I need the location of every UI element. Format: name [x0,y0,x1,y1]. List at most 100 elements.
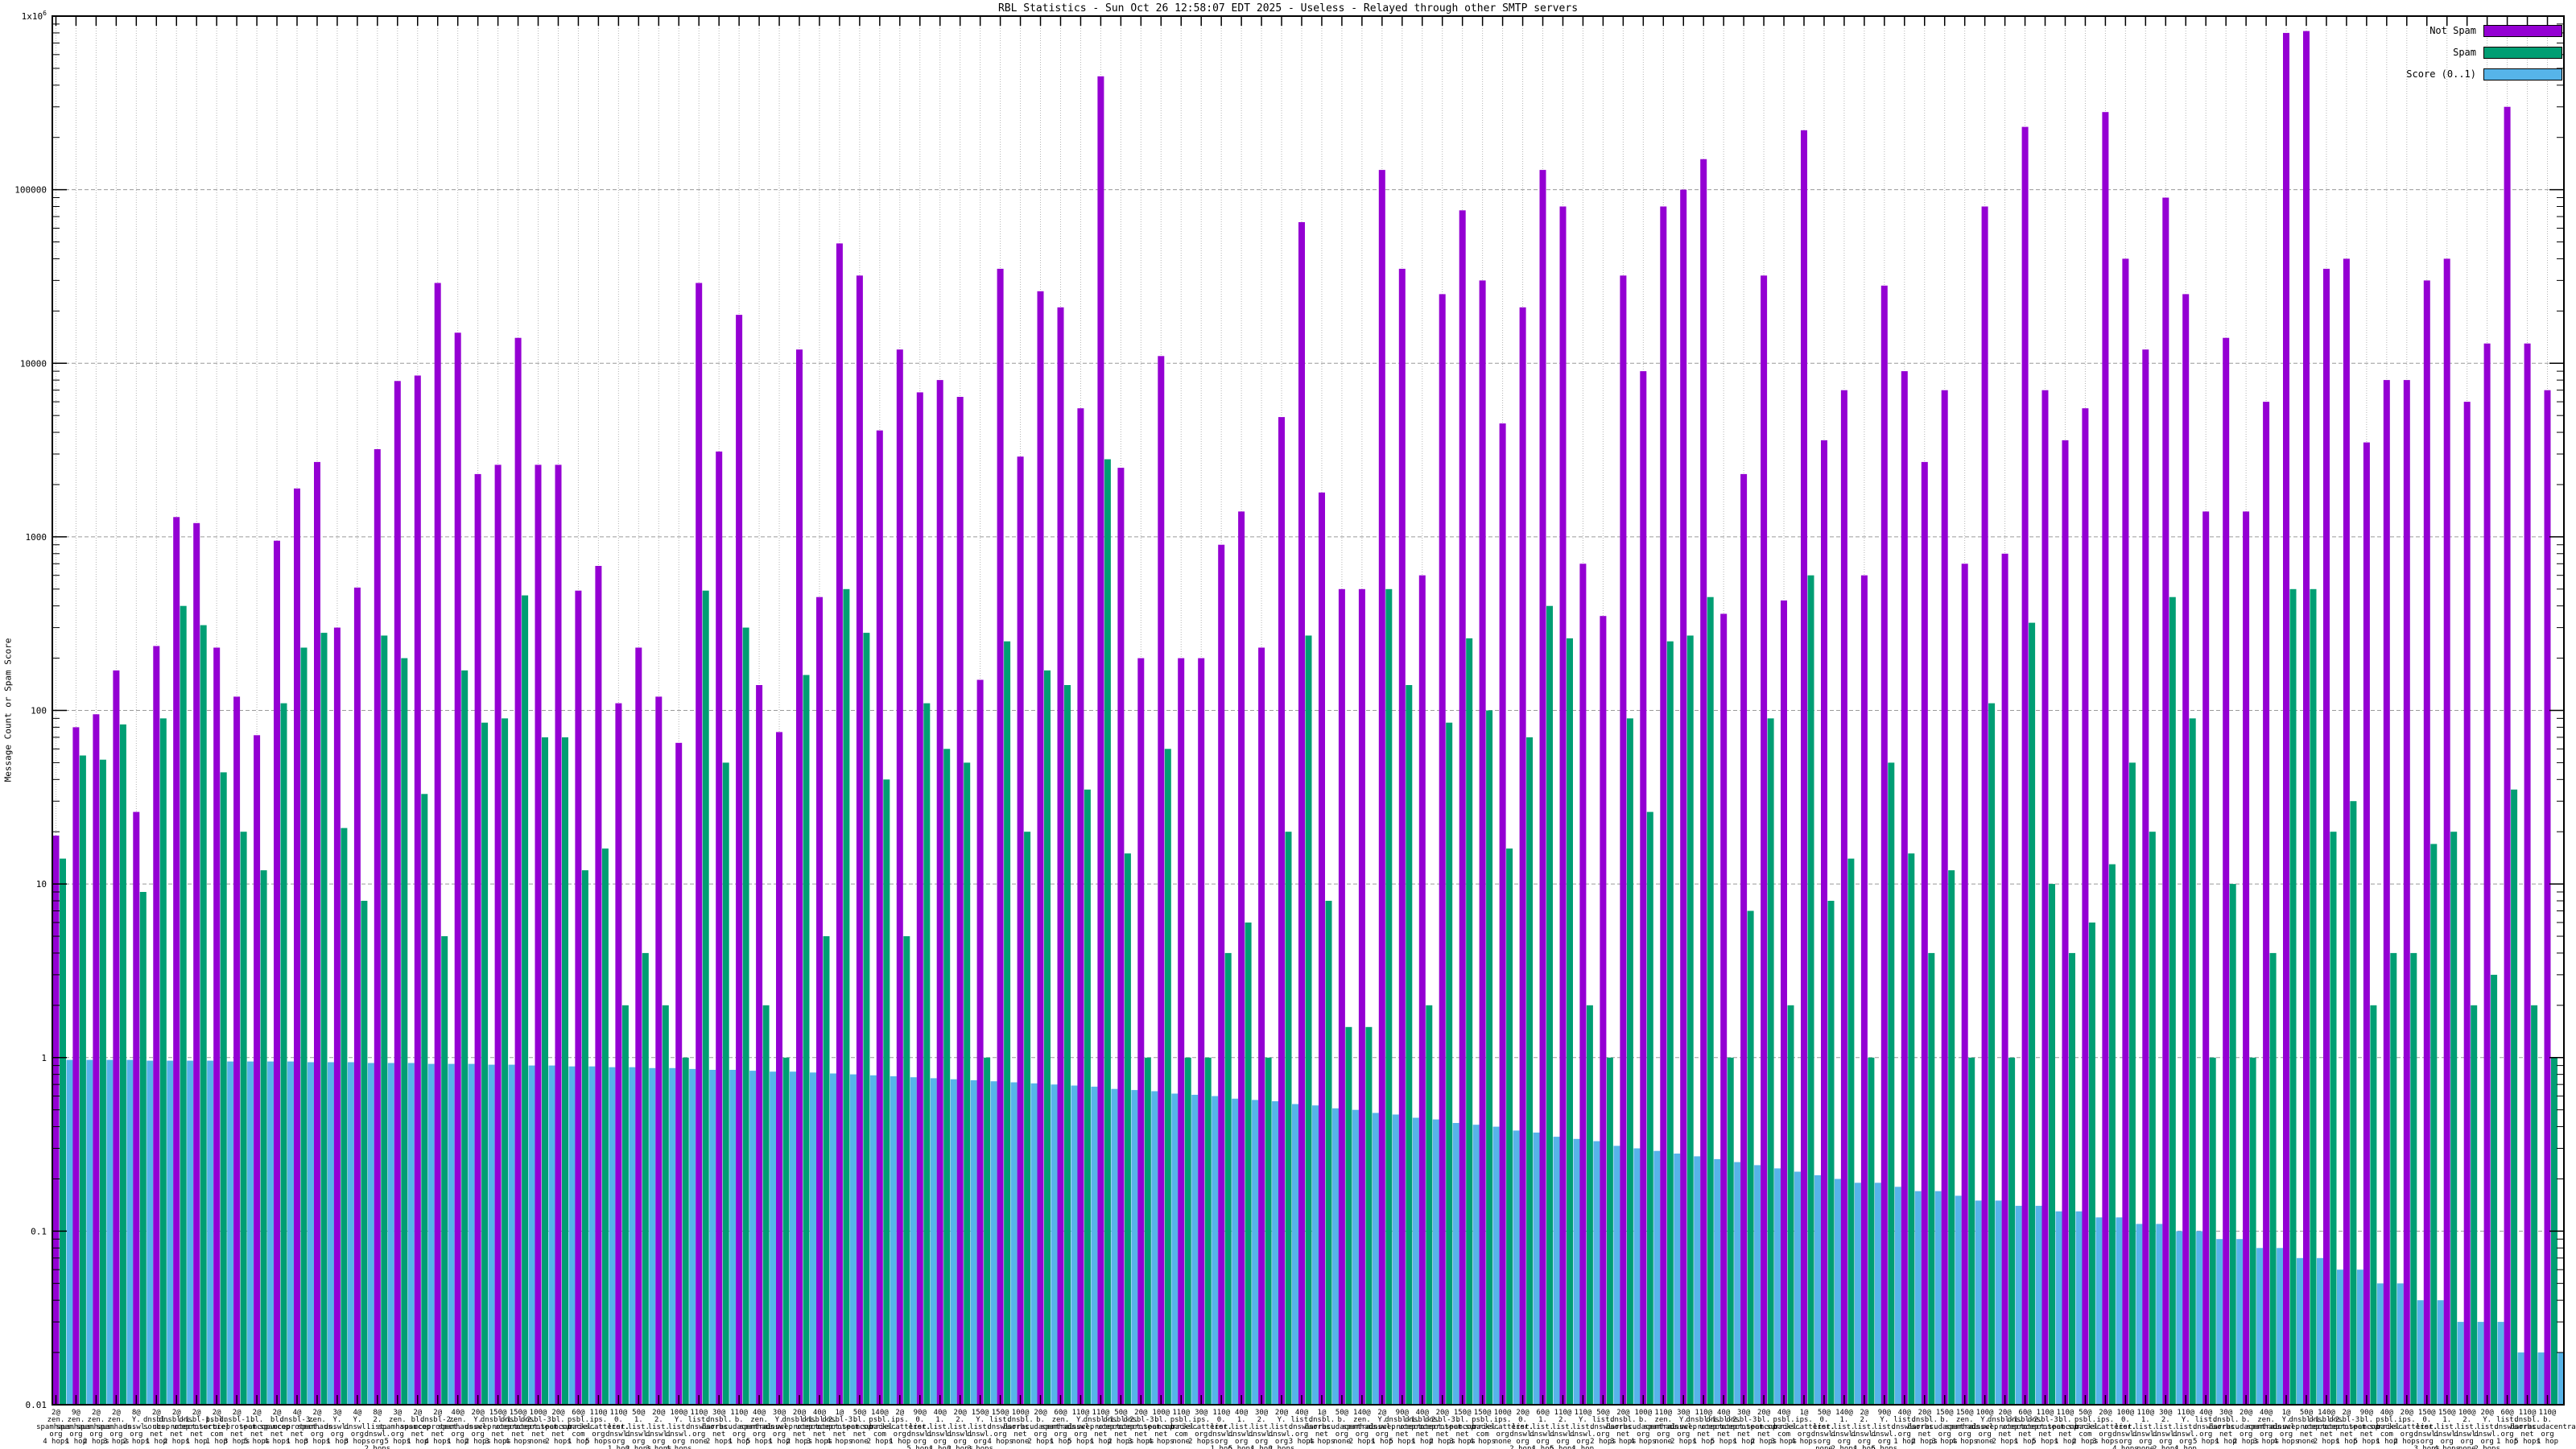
spam-bar [2390,952,2397,1405]
not-spam-bar [2343,258,2350,1405]
score-bar [1513,1130,1520,1405]
score-bar [267,1061,275,1405]
score-bar [1835,1179,1841,1405]
x-tick-label: 2@ zen. spamhaus. org 3 hops [97,1409,136,1446]
not-spam-bar [876,430,883,1406]
x-tick-label: 30@ Y. dnswl. org 2 hops [1670,1409,1697,1446]
score-bar [1111,1088,1118,1405]
spam-bar [2049,884,2055,1405]
score-bar [2396,1283,2404,1405]
x-tick-label: 110@ zen. spamhaus. org none [1644,1409,1683,1446]
not-spam-bar [2041,390,2049,1406]
not-spam-bar [655,696,663,1405]
score-bar [328,1062,334,1405]
not-spam-bar [2303,31,2310,1406]
spam-bar [79,755,86,1405]
score-bar [387,1063,394,1405]
score-bar [1292,1104,1298,1405]
x-tick-label: 9@ zen. spamhaus. org 1 hop [56,1409,96,1446]
not-spam-bar [615,703,622,1405]
x-tick-label: 110@ Y. list. dnswl. org 1 hop [2173,1409,2199,1449]
score-bar [2297,1257,2303,1405]
not-spam-bar [2082,408,2089,1406]
score-bar [1613,1146,1620,1405]
spam-bar [2511,789,2518,1405]
spam-bar [2310,588,2317,1405]
spam-bar [803,675,810,1405]
score-bar [709,1070,716,1405]
spam-bar [2029,622,2036,1405]
not-spam-bar [1378,170,1385,1406]
score-bar [1472,1125,1480,1405]
x-tick-label: 150@ zen. spamhaus. org 4 hops [1945,1409,1984,1446]
x-tick-label: 110@ Y. list. dnswl. org 1 hop [1570,1409,1596,1449]
spam-bar [2491,974,2498,1405]
spam-bar [320,633,328,1405]
x-tick-label: 40@ list. dnswl. org 5 hops [2193,1409,2219,1446]
x-tick-label: 4@ dnsbl-3. uceprotect. net 1 hop [273,1409,321,1446]
not-spam-bar [1840,390,1847,1406]
not-spam-bar [1660,206,1667,1405]
x-tick-label: 100@ 2. list. dnswl. org none [2454,1409,2480,1449]
score-bar [2136,1224,2143,1405]
score-bar [1212,1096,1219,1405]
score-bar [669,1067,676,1405]
spam-bar [1727,1057,1734,1406]
x-tick-label: 150@ Y. list. dnswl. org 3 hops [967,1409,993,1449]
not-spam-bar [1921,461,1928,1405]
score-bar [910,1077,917,1405]
x-tick-label: 20@ Y. list. dnswl. org 2 hops [2474,1409,2500,1449]
x-tick-label: 60@ 1. list. dnswl. org 1 hop [1530,1409,1556,1449]
not-spam-bar [353,587,361,1405]
y-tick-label: 10 [36,879,47,890]
x-tick-label: 150@ dnsbl-1. uceprotect. net 3 hops [474,1409,522,1446]
spam-bar [1567,638,1573,1405]
x-tick-label: 50@ list. dnswl. org 2 hops [1590,1409,1616,1446]
spam-bar [2289,588,2297,1405]
score-bar [2376,1283,2384,1405]
score-bar [227,1061,234,1405]
spam-bar [1184,1057,1191,1406]
not-spam-bar [474,473,481,1405]
x-tick-label: 60@ dnsbl-2. uceprotect. net 1 hop [2001,1409,2050,1446]
not-spam-bar [1821,440,1827,1405]
x-tick-label: 50@ b. barracudacentral. org none [1305,1409,1379,1446]
x-tick-label: 150@ psbl. surriel. com 4 hops [1465,1409,1500,1446]
x-tick-label: 20@ 2. list. dnswl. org 3 hops [646,1409,672,1449]
spam-bar [883,779,890,1405]
x-tick-label: 40@ zen. spamhaus. org 1 hop [438,1409,477,1446]
not-spam-bar [274,540,280,1406]
legend-label-spam: Spam [2453,47,2476,58]
not-spam-bar [314,461,320,1405]
not-spam-bar [976,679,984,1405]
not-spam-bar [1479,280,1486,1405]
x-tick-label: 20@ Y. dnswl. org 2 hops [464,1409,491,1446]
spam-bar [2370,1005,2377,1405]
x-tick-label: 150@ bl. spamcop. net 3 hops [1445,1409,1480,1446]
score-bar [2537,1352,2545,1405]
x-tick-label: 60@ psbl. surriel. com 1 hop [561,1409,596,1446]
not-spam-bar [736,315,743,1406]
x-tick-label: 2@ dnsbl-3. uceprotect. net 1 hop [2322,1409,2371,1446]
score-bar [2356,1269,2363,1405]
x-tick-label: 150@ 1. list. dnswl. org 4 hops [2434,1409,2460,1449]
score-bar [790,1071,796,1405]
not-spam-bar [514,337,522,1406]
not-spam-bar [2363,442,2370,1405]
spam-bar [421,794,428,1405]
not-spam-bar [675,742,683,1405]
not-spam-bar [535,464,542,1405]
score-bar [1533,1132,1540,1405]
x-tick-label: 30@ dnsbl-3. uceprotect. net 1 hop [1719,1409,1768,1446]
not-spam-bar [1017,456,1024,1406]
x-tick-label: 2@ zen. spamhaus. org 2 hops [76,1409,116,1446]
score-bar [2477,1322,2484,1405]
legend-swatch-score [2483,68,2562,80]
score-bar [2557,1352,2565,1405]
score-bar [2236,1239,2244,1405]
spam-bar [2249,1057,2256,1406]
score-bar [1452,1123,1459,1405]
spam-bar [139,892,147,1405]
